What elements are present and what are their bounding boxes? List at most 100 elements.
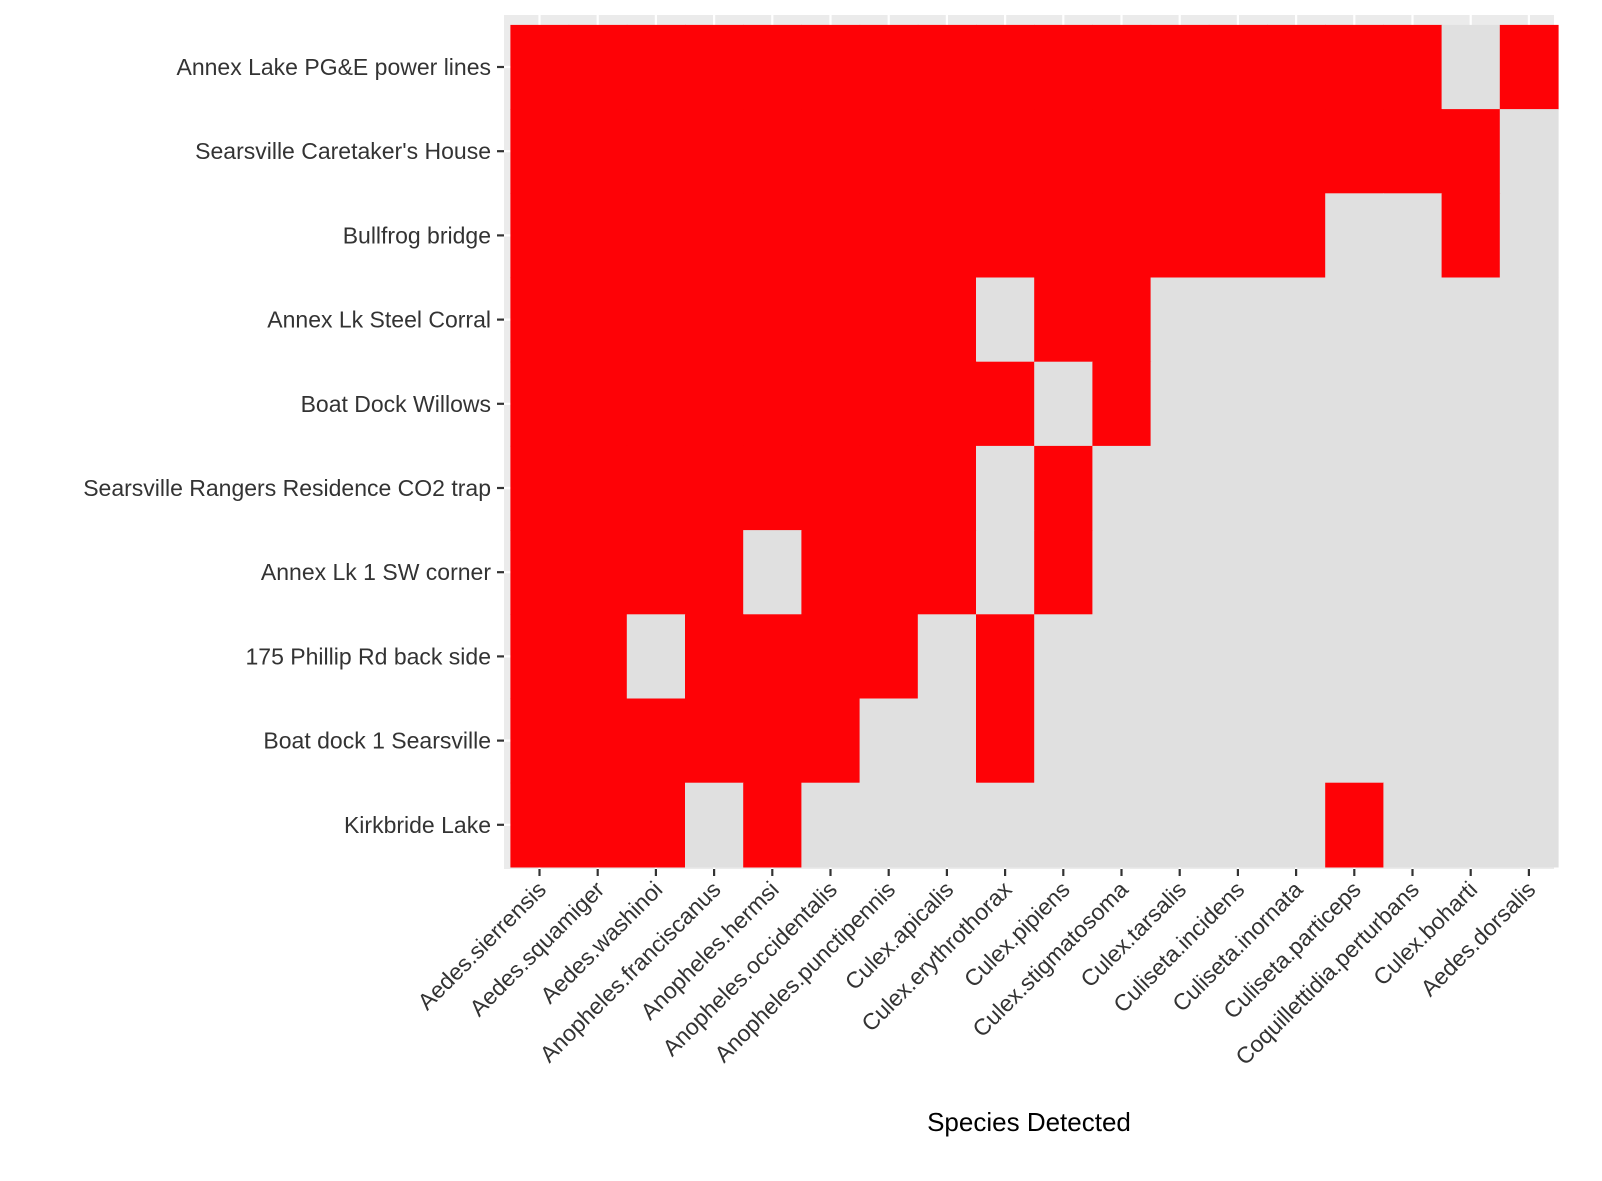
cell-absent <box>1499 782 1559 868</box>
cell-absent <box>1092 445 1152 531</box>
cell-present <box>510 530 570 615</box>
cell-present <box>510 277 570 363</box>
cell-present <box>626 361 686 447</box>
cell-present <box>917 530 977 615</box>
cell-absent <box>859 698 919 784</box>
y-tick-label: Bullfrog bridge <box>343 222 491 248</box>
cell-present <box>510 193 570 279</box>
cell-absent <box>1208 361 1268 447</box>
cell-present <box>1325 24 1384 110</box>
cell-absent <box>1325 530 1384 615</box>
cell-present <box>859 277 919 363</box>
y-tick-label: Searsville Caretaker's House <box>195 138 491 164</box>
cell-absent <box>1092 782 1152 868</box>
cell-present <box>685 698 744 784</box>
cell-present <box>917 24 977 110</box>
cell-present <box>568 24 628 110</box>
cell-present <box>859 530 919 615</box>
cell-present <box>1441 109 1501 194</box>
cell-absent <box>976 530 1035 615</box>
cell-present <box>568 614 628 700</box>
y-tick-label: Annex Lk 1 SW corner <box>261 559 491 585</box>
cell-present <box>1267 24 1326 110</box>
cell-absent <box>1092 698 1152 784</box>
cell-present <box>743 109 802 194</box>
cell-absent <box>1383 445 1443 531</box>
cell-present <box>1325 782 1384 868</box>
cell-present <box>568 530 628 615</box>
cell-present <box>801 361 861 447</box>
cell-present <box>859 193 919 279</box>
cell-absent <box>917 698 977 784</box>
cell-absent <box>1092 614 1152 700</box>
cell-absent <box>1499 193 1559 279</box>
cell-present <box>1383 109 1443 194</box>
cell-absent <box>1441 614 1501 700</box>
cell-present <box>1034 24 1093 110</box>
cell-absent <box>1267 277 1326 363</box>
cell-present <box>685 109 744 194</box>
cell-present <box>1092 24 1152 110</box>
cell-present <box>568 698 628 784</box>
cell-absent <box>1267 530 1326 615</box>
cell-absent <box>1383 698 1443 784</box>
cell-absent <box>1441 782 1501 868</box>
cell-present <box>1208 24 1268 110</box>
cell-present <box>917 193 977 279</box>
cell-present <box>626 530 686 615</box>
cell-absent <box>1150 698 1210 784</box>
cell-absent <box>1383 193 1443 279</box>
cell-present <box>510 698 570 784</box>
cell-present <box>1208 109 1268 194</box>
cell-absent <box>1325 361 1384 447</box>
cell-present <box>685 445 744 531</box>
cell-present <box>510 109 570 194</box>
cell-present <box>743 698 802 784</box>
cell-absent <box>1150 361 1210 447</box>
y-tick-label: Boat Dock Willows <box>301 391 491 417</box>
cell-absent <box>1150 277 1210 363</box>
cell-absent <box>1441 698 1501 784</box>
cell-present <box>976 614 1035 700</box>
cell-present <box>1267 193 1326 279</box>
cell-present <box>510 445 570 531</box>
cell-absent <box>1267 445 1326 531</box>
cell-absent <box>1267 361 1326 447</box>
cell-absent <box>976 277 1035 363</box>
cell-absent <box>1092 530 1152 615</box>
cell-present <box>801 24 861 110</box>
cell-absent <box>1325 277 1384 363</box>
cell-present <box>801 530 861 615</box>
cell-absent <box>1499 698 1559 784</box>
cell-absent <box>1383 782 1443 868</box>
cell-absent <box>1150 530 1210 615</box>
cell-present <box>801 445 861 531</box>
cell-absent <box>1383 614 1443 700</box>
cell-present <box>1499 24 1559 110</box>
cell-absent <box>1208 445 1268 531</box>
cell-absent <box>1499 614 1559 700</box>
cell-present <box>685 277 744 363</box>
cell-present <box>685 614 744 700</box>
cell-absent <box>1208 530 1268 615</box>
cell-absent <box>1208 614 1268 700</box>
cell-absent <box>917 614 977 700</box>
cell-present <box>1208 193 1268 279</box>
cell-present <box>1092 277 1152 363</box>
cell-absent <box>1150 782 1210 868</box>
cell-present <box>917 109 977 194</box>
cell-present <box>568 193 628 279</box>
cell-absent <box>1499 277 1559 363</box>
cell-present <box>801 193 861 279</box>
y-tick-label: 175 Phillip Rd back side <box>246 643 491 669</box>
cell-present <box>917 361 977 447</box>
cell-absent <box>1034 698 1093 784</box>
cell-present <box>1092 109 1152 194</box>
cell-absent <box>859 782 919 868</box>
cell-absent <box>626 614 686 700</box>
cell-present <box>859 361 919 447</box>
cell-present <box>743 361 802 447</box>
cell-present <box>1034 109 1093 194</box>
cell-present <box>743 277 802 363</box>
